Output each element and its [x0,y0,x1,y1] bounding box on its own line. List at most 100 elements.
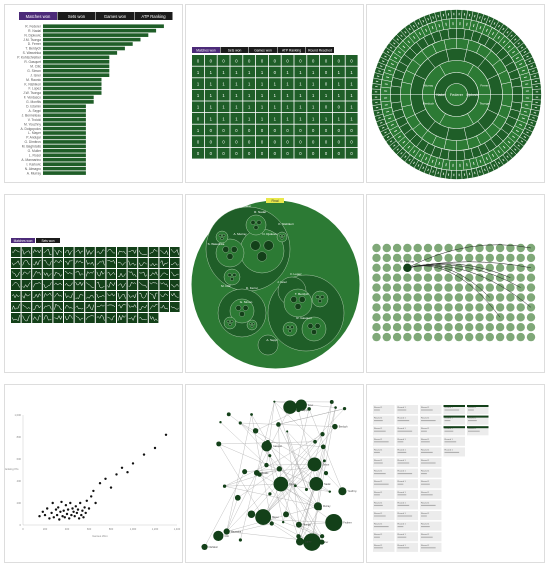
player-node[interactable] [234,494,241,501]
player-node[interactable] [320,432,325,437]
scatter-point[interactable] [68,517,71,520]
player-dot[interactable] [454,332,464,342]
player-dot[interactable] [454,313,464,322]
player-dot[interactable] [444,243,453,253]
player-dot[interactable] [526,313,536,322]
player-dot[interactable] [506,243,515,253]
player-dot[interactable] [516,283,525,292]
player-dot[interactable] [526,332,536,342]
player-dot[interactable] [495,283,505,292]
scatter-point[interactable] [153,446,157,450]
player-dot[interactable] [495,263,505,272]
player-dot[interactable] [454,273,464,282]
scatter-point[interactable] [85,499,89,502]
player-node[interactable] [265,440,270,445]
scatter-point[interactable] [51,501,54,505]
player-dot[interactable] [372,313,381,322]
player-dot[interactable] [403,313,412,322]
player-dot[interactable] [382,303,391,312]
scatter-point[interactable] [142,453,146,456]
player-node[interactable] [242,469,248,475]
player-node[interactable] [216,441,222,447]
scatter-point[interactable] [76,508,80,511]
scatter-point[interactable] [66,508,70,511]
scatter-point[interactable] [72,510,75,513]
player-dot[interactable] [506,283,515,292]
player-dot[interactable] [392,313,402,322]
scatter-point[interactable] [131,462,135,465]
scatter-point[interactable] [54,508,58,511]
player-dot[interactable] [485,323,494,332]
player-node[interactable] [222,484,227,488]
player-dot[interactable] [434,283,443,292]
player-dot[interactable] [475,253,484,263]
player-dot[interactable] [403,253,412,263]
player-dot[interactable] [382,332,391,342]
player-dot[interactable] [465,293,474,302]
player-dot[interactable] [454,283,464,292]
player-dot[interactable] [516,303,525,312]
player-dot[interactable] [526,323,536,332]
player-node[interactable] [276,466,283,472]
player-dot[interactable] [413,253,422,263]
player-dot[interactable] [423,303,433,312]
player-dot[interactable] [465,332,474,342]
player-node[interactable] [261,440,272,452]
player-node[interactable] [247,510,256,519]
player-dot[interactable] [413,293,422,302]
player-node[interactable] [226,412,231,417]
player-node[interactable] [328,490,332,493]
player-dot[interactable] [372,263,381,272]
tab-4[interactable] [306,47,334,53]
player-dot[interactable] [444,253,453,263]
player-dot[interactable] [372,323,381,332]
player-dot[interactable] [506,303,515,312]
player-node[interactable] [342,407,347,411]
player-node[interactable] [283,511,290,518]
scatter-point[interactable] [57,506,60,509]
player-dot[interactable] [516,273,525,282]
player-node[interactable] [338,487,347,496]
player-dot[interactable] [444,283,453,292]
player-node[interactable] [257,472,262,477]
scatter-point[interactable] [98,482,102,485]
tab-0[interactable] [11,238,35,243]
player-node[interactable] [286,430,289,433]
player-dot[interactable] [465,243,474,253]
player-dot[interactable] [516,323,525,332]
player-dot[interactable] [372,243,381,253]
player-dot[interactable] [413,313,422,322]
player-dot[interactable] [372,293,381,302]
player-dot[interactable] [526,293,536,302]
tab-2[interactable] [96,12,134,20]
player-dot[interactable] [465,253,474,263]
scatter-point[interactable] [80,513,83,517]
player-node[interactable] [319,539,325,545]
scatter-point[interactable] [50,511,53,515]
player-dot[interactable] [526,303,536,312]
player-node[interactable] [296,407,301,413]
player-dot[interactable] [382,293,391,302]
player-dot[interactable] [444,303,453,312]
scatter-point[interactable] [104,477,107,480]
player-dot[interactable] [423,323,433,332]
player-dot[interactable] [413,243,422,253]
player-node[interactable] [268,492,272,496]
player-dot[interactable] [526,253,536,263]
player-dot[interactable] [403,273,412,282]
player-dot[interactable] [392,332,402,342]
player-node[interactable] [303,533,321,551]
scatter-point[interactable] [48,517,51,520]
player-dot[interactable] [475,323,484,332]
player-dot[interactable] [444,323,453,332]
player-node[interactable] [281,520,285,524]
player-dot[interactable] [495,303,505,312]
scatter-point[interactable] [90,495,93,498]
scatter-point[interactable] [126,471,129,474]
player-node[interactable] [283,400,297,414]
player-node[interactable] [334,406,337,409]
player-node[interactable] [276,422,281,427]
scatter-point[interactable] [74,505,78,508]
player-dot[interactable] [382,243,391,253]
player-dot[interactable] [434,253,443,263]
